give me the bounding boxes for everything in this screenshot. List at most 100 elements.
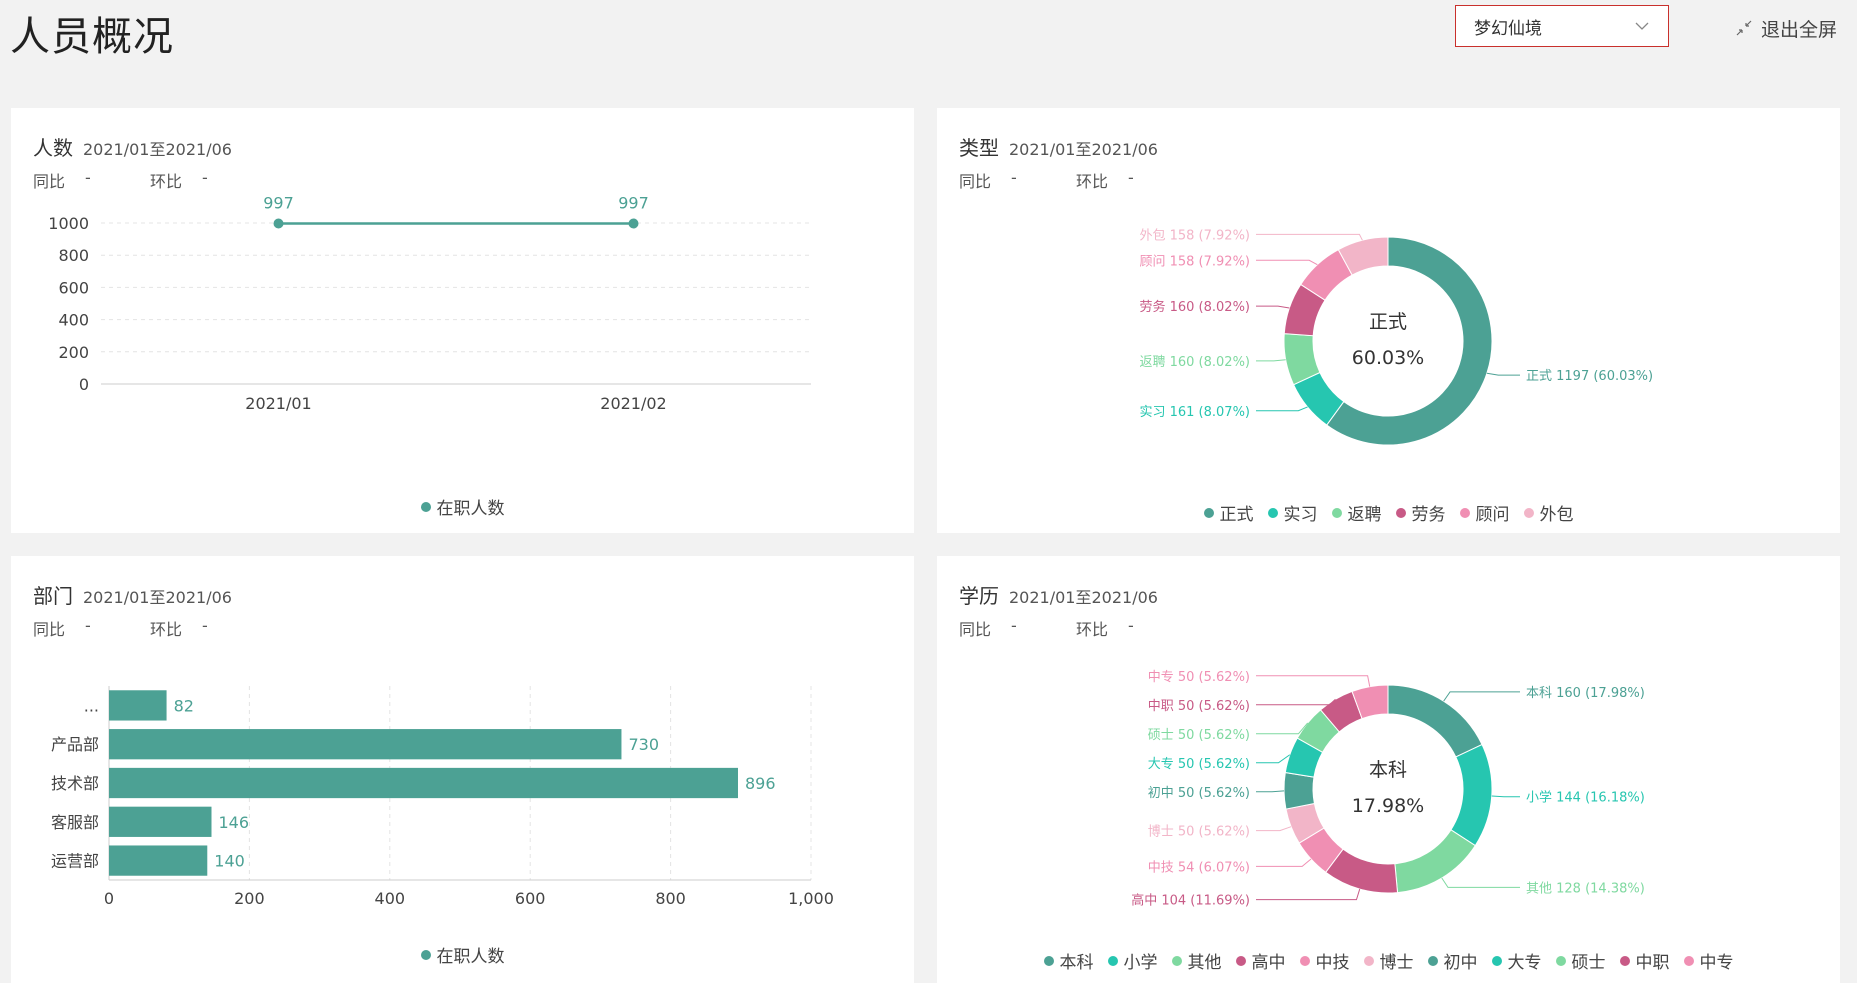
legend-item[interactable]: 高中 [1235, 948, 1286, 973]
legend-item[interactable]: 在职人数 [420, 942, 505, 967]
legend-item[interactable]: 其他 [1171, 948, 1222, 973]
slice-label: 实习 161 (8.07%) [1139, 405, 1250, 420]
mom-label: 环比 [150, 620, 183, 639]
data-label: 997 [618, 193, 649, 212]
legend-label: 中专 [1699, 953, 1734, 973]
legend-label: 硕士 [1571, 953, 1606, 973]
legend-label: 小学 [1123, 953, 1158, 973]
legend-dot [1491, 955, 1502, 966]
legend-item[interactable]: 正式 [1203, 500, 1254, 525]
legend-label: 中职 [1635, 953, 1670, 973]
panel-date-range: 2021/01至2021/06 [1009, 588, 1158, 607]
y-tick-label: 600 [58, 278, 89, 297]
slice-label: 劳务 160 (8.02%) [1139, 299, 1250, 315]
legend-item[interactable]: 顾问 [1459, 500, 1510, 525]
pie-slice [1337, 236, 1389, 276]
legend-item[interactable]: 小学 [1107, 948, 1158, 973]
y-tick-label: 客服部 [51, 813, 99, 832]
leader-line [1491, 795, 1520, 798]
theme-select-value: 梦幻仙境 [1474, 18, 1542, 39]
slice-label: 本科 160 (17.98%) [1526, 686, 1645, 701]
panel-metrics: 同比 - 环比 - [33, 616, 245, 640]
legend-item[interactable]: 中技 [1299, 948, 1350, 973]
slice-label: 高中 104 (11.69%) [1131, 893, 1250, 909]
exit-fullscreen-button[interactable]: 退出全屏 [1735, 14, 1837, 42]
edu-donut-chart: 本科 160 (17.98%) 小学 144 (16.18%) 其他 128 (14… [1131, 670, 1645, 909]
slice-label: 大专 50 (5.62%) [1148, 757, 1250, 772]
legend-label: 正式 [1219, 505, 1254, 525]
panel-date-range: 2021/01至2021/06 [83, 588, 232, 607]
slice-label: 正式 1197 (60.03%) [1526, 369, 1653, 384]
y-tick-label: ... [84, 696, 99, 715]
y-tick-label: 技术部 [51, 774, 99, 793]
legend-item[interactable]: 中职 [1619, 948, 1670, 973]
type-panel: 类型 2021/01至2021/06 同比 - 环比 - 正式 1197 (60.0… [937, 108, 1840, 533]
y-tick-label: 运营部 [51, 852, 99, 871]
legend-item[interactable]: 劳务 [1395, 500, 1446, 525]
panel-header: 人数 2021/01至2021/06 [33, 132, 232, 161]
panel-header: 类型 2021/01至2021/06 [959, 132, 1158, 161]
panel-header: 学历 2021/01至2021/06 [959, 580, 1158, 609]
pie-slice [1450, 743, 1493, 847]
x-tick-label: 2021/02 [600, 394, 666, 413]
panel-date-range: 2021/01至2021/06 [1009, 140, 1158, 159]
leader-line [1256, 359, 1286, 362]
legend-item[interactable]: 实习 [1267, 500, 1318, 525]
y-tick-label: 1000 [48, 214, 89, 233]
type-donut-chart: 正式 1197 (60.03%) 外包 158 (7.92%) 顾问 158 (7.… [1139, 228, 1653, 446]
y-tick-label: 0 [79, 375, 89, 394]
legend-label: 在职人数 [436, 947, 505, 967]
edu-panel: 学历 2021/01至2021/06 同比 - 环比 - 本科 160 (17.98… [937, 556, 1840, 983]
theme-select[interactable]: 梦幻仙境 [1455, 5, 1669, 47]
bar [109, 845, 208, 876]
legend-item[interactable]: 中专 [1683, 948, 1734, 973]
center-label: 本科 [1369, 759, 1407, 781]
mom-value: - [202, 616, 208, 635]
legend-item[interactable]: 博士 [1363, 948, 1414, 973]
legend-dot [420, 501, 431, 512]
legend-item[interactable]: 本科 [1043, 948, 1094, 973]
x-tick-label: 600 [515, 889, 546, 908]
leader-line [1486, 372, 1520, 376]
leader-line [1256, 406, 1308, 412]
legend-dot [1363, 955, 1374, 966]
leader-line [1256, 790, 1285, 793]
x-tick-label: 2021/01 [245, 394, 311, 413]
panel-header: 部门 2021/01至2021/06 [33, 580, 232, 609]
legend-item[interactable]: 在职人数 [420, 494, 505, 519]
mom-label: 环比 [1076, 620, 1109, 639]
slice-label: 返聘 160 (8.02%) [1139, 355, 1250, 370]
data-label: 140 [214, 852, 245, 871]
legend-item[interactable]: 外包 [1523, 500, 1574, 525]
legend-item[interactable]: 初中 [1427, 948, 1478, 973]
legend-label: 高中 [1251, 953, 1286, 973]
slice-label: 初中 50 (5.62%) [1148, 786, 1250, 801]
legend-label: 顾问 [1475, 505, 1510, 525]
legend-dot [1267, 507, 1278, 518]
pie-slice [1387, 684, 1483, 758]
legend: 在职人数 [11, 942, 914, 967]
center-value: 60.03% [1352, 347, 1424, 369]
leader-line [1256, 858, 1312, 867]
center-value: 17.98% [1352, 795, 1424, 817]
mom-value: - [202, 168, 208, 187]
yoy-value: - [1011, 616, 1017, 635]
legend-item[interactable]: 返聘 [1331, 500, 1382, 525]
leader-line [1256, 259, 1318, 266]
legend-label: 博士 [1379, 953, 1414, 973]
slice-label: 中专 50 (5.62%) [1148, 670, 1250, 685]
legend: 本科 小学 其他 高中 中技 博士 初中 大专 硕士 中职 中专 [937, 948, 1840, 973]
data-label: 146 [218, 813, 249, 832]
legend-dot [1427, 955, 1438, 966]
slice-label: 硕士 50 (5.62%) [1148, 728, 1250, 743]
y-tick-label: 800 [58, 246, 89, 265]
legend-item[interactable]: 硕士 [1555, 948, 1606, 973]
slice-label: 博士 50 (5.62%) [1148, 825, 1250, 840]
panel-metrics: 同比 - 环比 - [959, 168, 1171, 192]
x-tick-label: 0 [104, 889, 114, 908]
legend-dot [1299, 955, 1310, 966]
headcount-panel: 人数 2021/01至2021/06 同比 - 环比 - 0 200 400 600 800… [11, 108, 914, 533]
yoy-label: 同比 [959, 172, 992, 191]
legend-item[interactable]: 大专 [1491, 948, 1542, 973]
leader-line [1256, 826, 1292, 832]
